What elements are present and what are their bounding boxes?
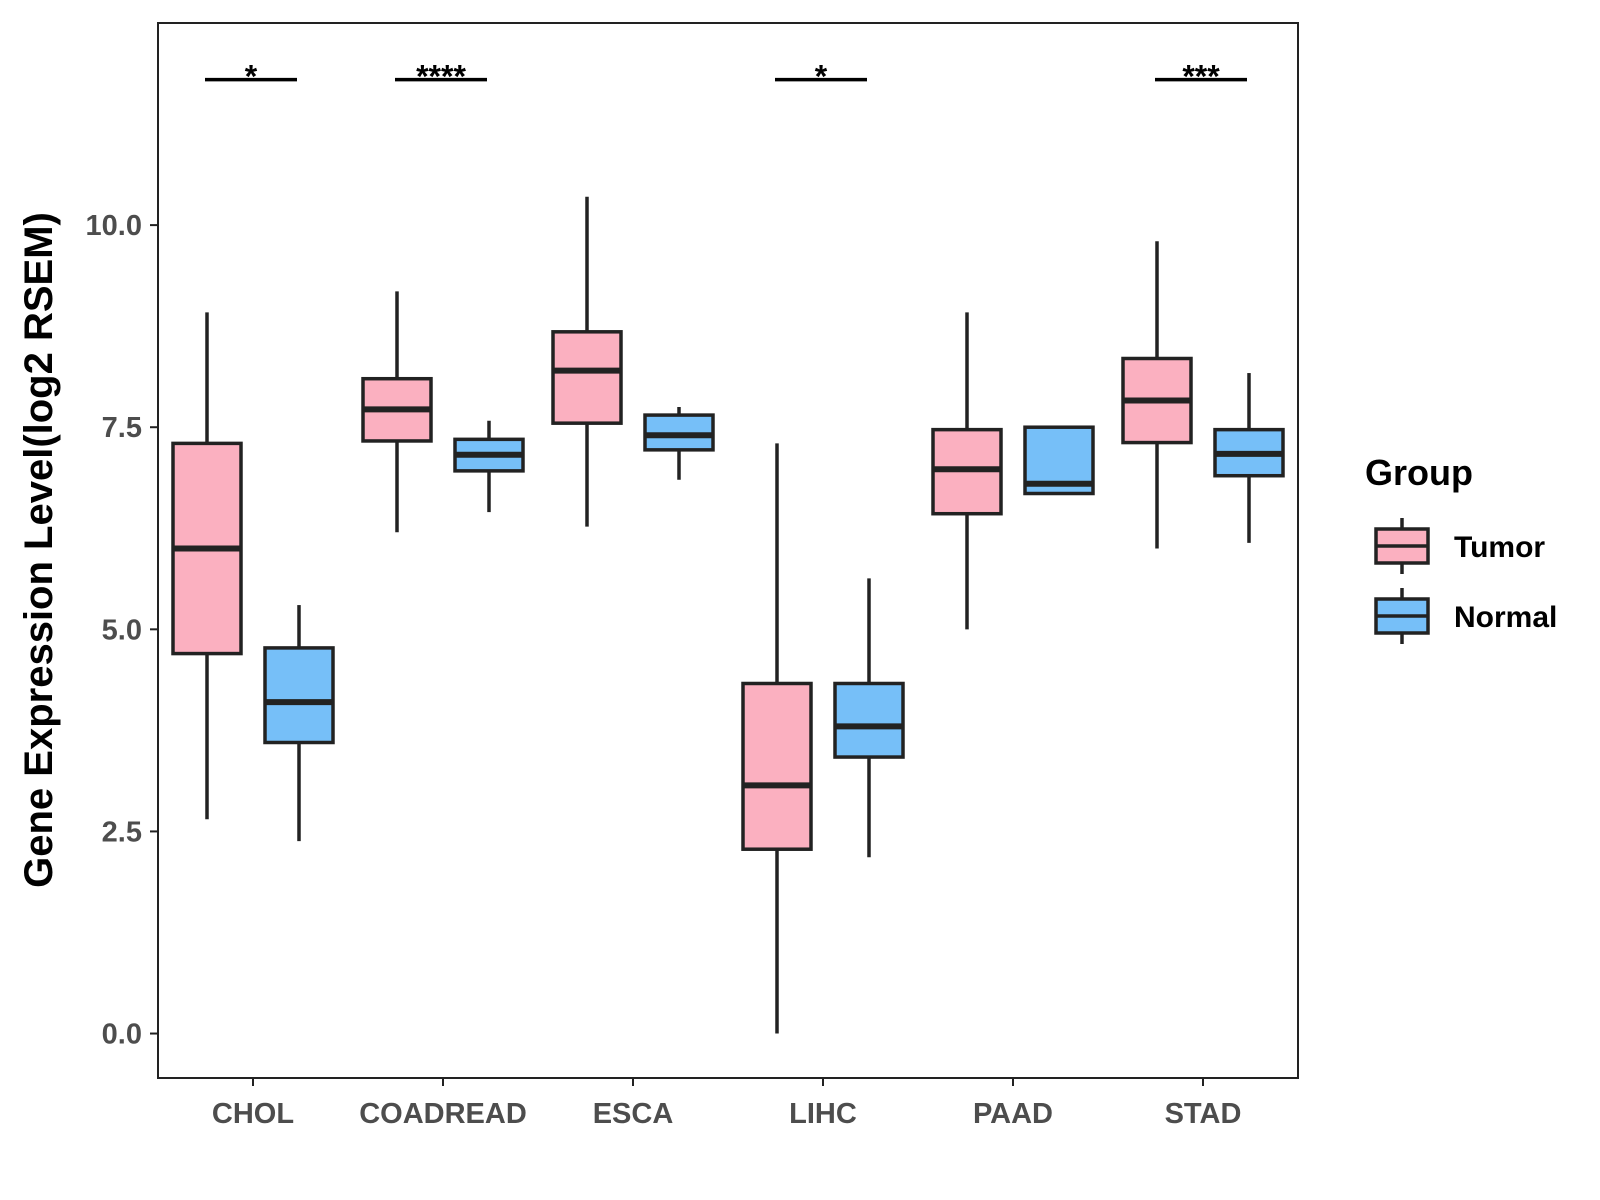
y-tick-label: 2.5 — [102, 816, 142, 848]
box-tumor-esca — [551, 196, 623, 527]
box-tumor-stad — [1121, 241, 1193, 549]
legend-entry-tumor: Tumor — [1374, 518, 1545, 574]
box-body — [833, 681, 905, 759]
x-tick-label: ESCA — [593, 1098, 674, 1130]
y-axis-title: Gene Expression Level(log2 RSEM) — [17, 212, 61, 888]
box-body — [741, 681, 813, 851]
box-normal-chol — [263, 605, 335, 842]
plot-panel — [157, 22, 1299, 1079]
significance-label: **** — [416, 59, 466, 95]
box-tumor-paad — [931, 312, 1003, 630]
legend-title: Group — [1365, 452, 1473, 493]
significance-coadread: **** — [395, 59, 487, 95]
box-normal-lihc — [833, 578, 905, 858]
box-body — [263, 646, 335, 745]
significance-chol: * — [205, 59, 297, 95]
y-tick-label: 0.0 — [102, 1019, 142, 1051]
x-axis: CHOL COADREAD ESCA LIHC PAAD STAD — [212, 1078, 1241, 1130]
significance-label: * — [245, 59, 258, 95]
box-tumor-lihc — [741, 443, 813, 1034]
box-tumor-coadread — [361, 291, 433, 533]
y-tick-label: 10.0 — [86, 210, 142, 242]
significance-annotations: * **** * *** — [205, 59, 1247, 95]
x-tick-label: LIHC — [789, 1098, 857, 1130]
significance-label: *** — [1182, 59, 1220, 95]
box-normal-coadread — [453, 420, 525, 513]
legend-label: Normal — [1454, 601, 1557, 634]
box-series — [171, 196, 1285, 1034]
significance-label: * — [815, 59, 828, 95]
x-tick-label: PAAD — [973, 1098, 1053, 1130]
x-tick-label: STAD — [1165, 1098, 1242, 1130]
x-tick-label: COADREAD — [359, 1098, 527, 1130]
y-tick-label: 7.5 — [102, 412, 142, 444]
box-normal-stad — [1213, 373, 1285, 543]
box-normal-paad — [1023, 425, 1095, 496]
box-body — [551, 330, 623, 425]
legend-label: Tumor — [1454, 531, 1545, 564]
y-axis: 0.0 2.5 5.0 7.5 10.0 — [86, 210, 158, 1051]
legend: Group Tumor Normal — [1365, 452, 1557, 644]
significance-lihc: * — [775, 59, 867, 95]
significance-stad: *** — [1155, 59, 1247, 95]
x-tick-label: CHOL — [212, 1098, 294, 1130]
box-normal-esca — [643, 407, 715, 480]
y-tick-label: 5.0 — [102, 614, 142, 646]
box-tumor-chol — [171, 312, 243, 820]
legend-entry-normal: Normal — [1374, 588, 1557, 644]
